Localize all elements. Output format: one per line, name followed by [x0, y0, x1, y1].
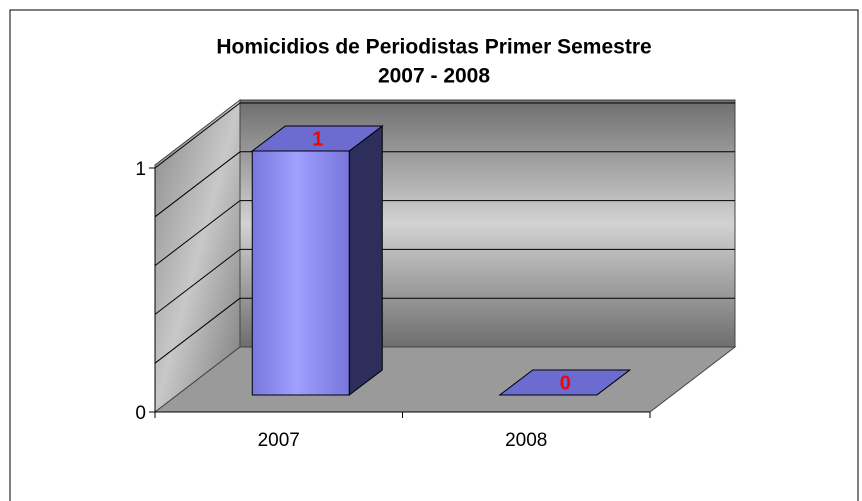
- bar-side: [348, 124, 383, 397]
- data-label: 0: [560, 372, 571, 394]
- bar-top: [498, 369, 632, 396]
- y-tick-label: 0: [135, 403, 146, 424]
- floor: [153, 346, 737, 413]
- plot: 0 1 2007 1 2008 0: [135, 102, 735, 451]
- grid-line: [154, 249, 241, 315]
- grid-line: [154, 151, 241, 218]
- bar-front: [251, 150, 350, 396]
- grid-line: [154, 200, 241, 266]
- chart-title: Homicidios de Periodistas Primer Semestr…: [216, 36, 651, 59]
- x-tick-label: 2008: [505, 430, 547, 451]
- data-label: 1: [312, 128, 323, 150]
- chart-title: 2007 - 2008: [378, 65, 490, 88]
- grid-line: [154, 102, 241, 169]
- bar-top: [250, 125, 384, 152]
- x-tick-label: 2007: [258, 430, 300, 451]
- y-tick-label: 1: [135, 159, 146, 180]
- grid-line: [154, 297, 241, 364]
